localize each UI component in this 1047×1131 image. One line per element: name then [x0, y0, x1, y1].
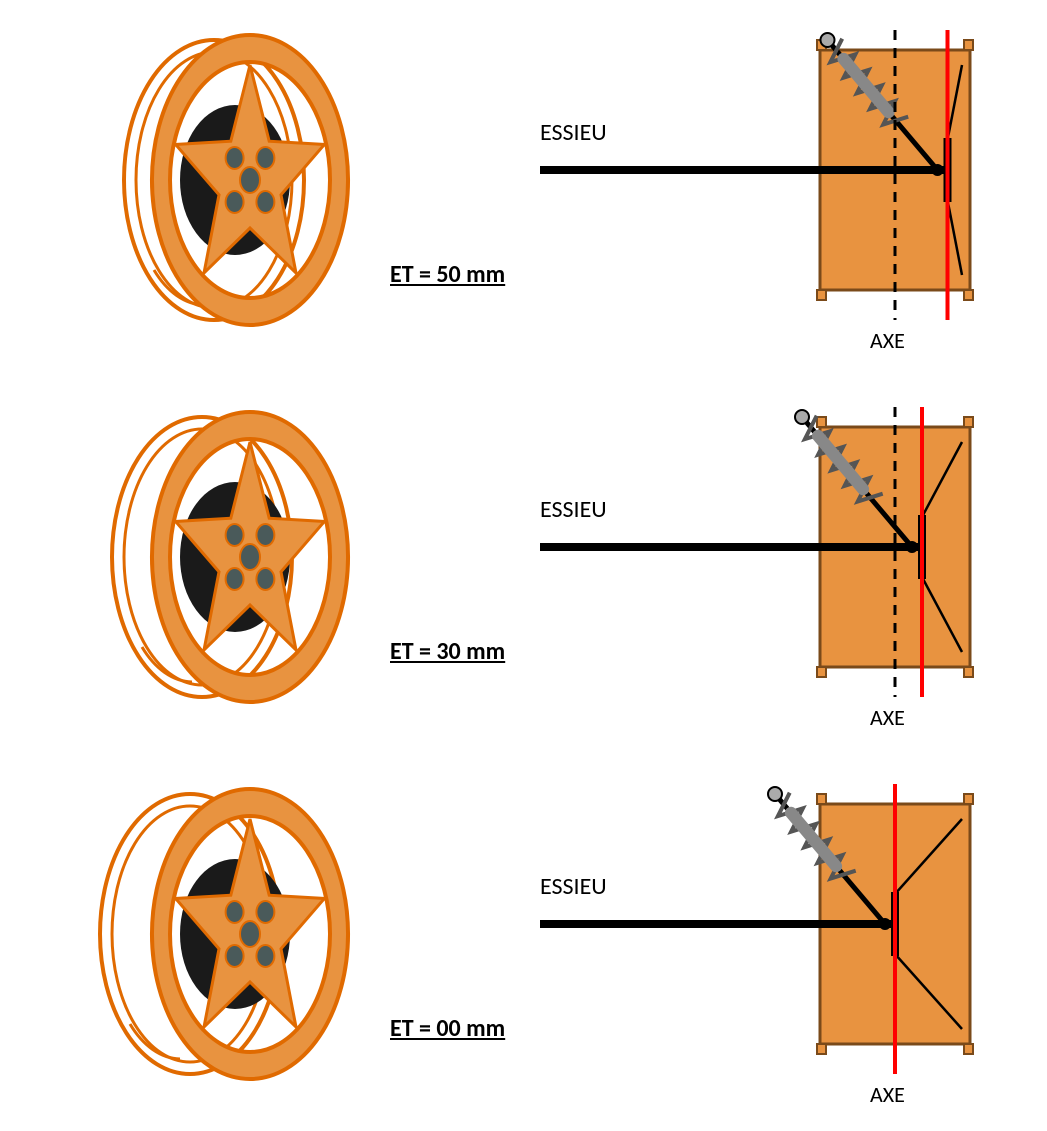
wheel-3d-et00: [60, 774, 380, 1094]
et-label-30: ET = 30 mm: [390, 637, 505, 666]
row-et50: ET = 50 mm ESSIEU AXE: [0, 0, 1047, 377]
wheel-3d-et50: [60, 20, 380, 340]
row-et00: ET = 00 mm ESSIEU AXE: [0, 754, 1047, 1131]
axe-label-2: AXE: [870, 1081, 905, 1108]
cross-section-et50: [540, 30, 1040, 370]
diagram-container: ET = 50 mm ESSIEU AXE ET = 30 mm ESSIEU …: [0, 0, 1047, 1131]
axe-label-1: AXE: [870, 704, 905, 731]
wheel-3d-et30: [60, 397, 380, 717]
cross-section-et00: [540, 784, 1040, 1124]
et-label-50: ET = 50 mm: [390, 260, 505, 289]
row-et30: ET = 30 mm ESSIEU AXE: [0, 377, 1047, 754]
axe-label-0: AXE: [870, 327, 905, 354]
cross-section-et30: [540, 407, 1040, 747]
et-label-00: ET = 00 mm: [390, 1014, 505, 1043]
